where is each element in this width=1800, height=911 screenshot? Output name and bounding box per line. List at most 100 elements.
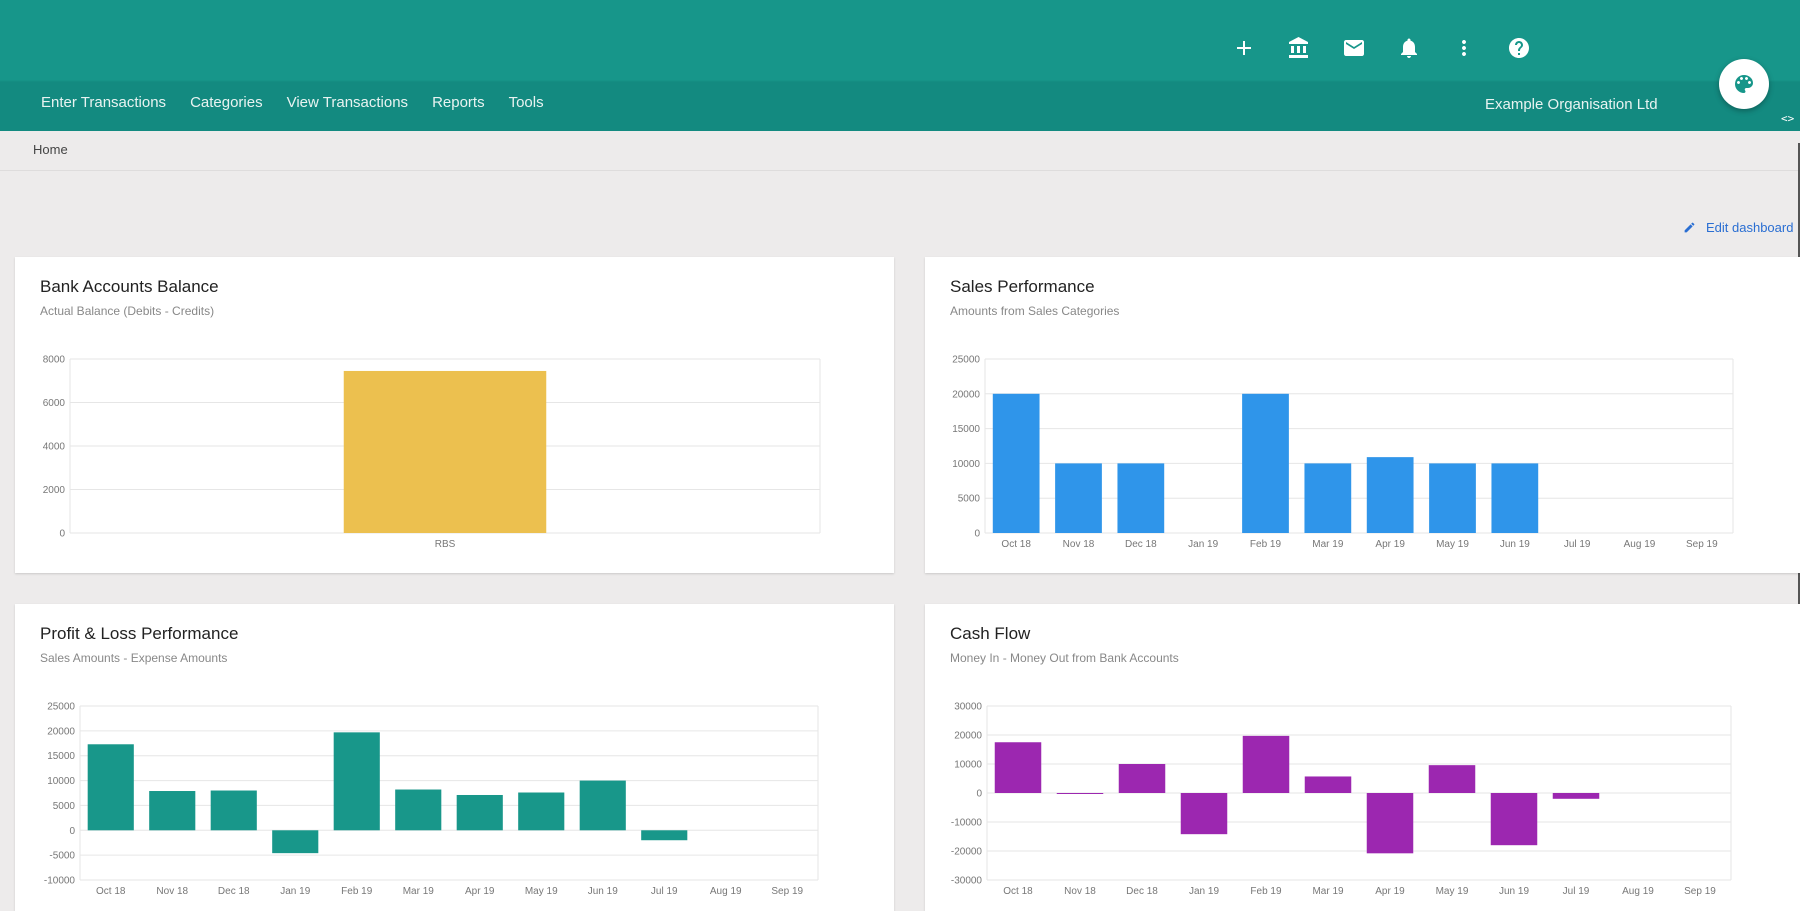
y-tick-label: 15000 <box>952 424 980 435</box>
x-tick-label: Sep 19 <box>1684 886 1716 897</box>
bar <box>1055 463 1102 533</box>
nav-reports[interactable]: Reports <box>432 94 485 111</box>
breadcrumb-home[interactable]: Home <box>33 142 68 157</box>
bar <box>1180 793 1228 835</box>
bar <box>210 790 257 831</box>
pencil-icon <box>1684 222 1695 233</box>
bar <box>1428 765 1476 793</box>
theme-palette-button[interactable] <box>1719 59 1769 109</box>
y-tick-label: 6000 <box>43 398 66 409</box>
x-tick-label: Jan 19 <box>280 886 310 897</box>
x-tick-label: Jul 19 <box>1563 886 1590 897</box>
bar <box>1242 735 1290 793</box>
x-tick-label: Mar 19 <box>1312 539 1344 550</box>
bar <box>456 794 503 831</box>
sales-performance-card: Sales Performance Amounts from Sales Cat… <box>925 257 1800 573</box>
bar <box>272 830 319 854</box>
profit-loss-card: Profit & Loss Performance Sales Amounts … <box>15 604 894 911</box>
x-tick-label: RBS <box>435 539 456 550</box>
y-tick-label: 15000 <box>47 751 75 762</box>
mail-button[interactable] <box>1326 33 1381 63</box>
nav-view-transactions[interactable]: View Transactions <box>286 94 409 111</box>
bar <box>1304 463 1352 533</box>
y-tick-label: 0 <box>59 529 65 540</box>
y-tick-label: 0 <box>69 826 75 837</box>
bank-button[interactable] <box>1271 33 1326 63</box>
bar <box>641 830 688 841</box>
bank-balance-chart: 0 2000 4000 6000 8000 RBS <box>43 355 821 550</box>
y-tick-label: -20000 <box>951 847 983 858</box>
x-tick-label: Aug 19 <box>1622 886 1654 897</box>
notifications-button[interactable] <box>1381 33 1436 63</box>
edit-dashboard-link[interactable]: Edit dashboard <box>1683 220 1793 235</box>
y-tick-label: 30000 <box>954 702 982 713</box>
bar <box>992 393 1040 533</box>
x-tick-label: Aug 19 <box>710 886 742 897</box>
card-subtitle: Sales Amounts - Expense Amounts <box>40 651 228 665</box>
x-tick-label: Nov 18 <box>156 886 188 897</box>
x-tick-label: Dec 18 <box>1126 886 1158 897</box>
x-tick-label: Sep 19 <box>1686 539 1718 550</box>
sales-performance-chart: 0 5000 10000 15000 20000 25000 Oct 18 Nov 18 Dec… <box>952 355 1734 550</box>
main-nav: Enter Transactions Categories View Trans… <box>29 94 556 111</box>
nav-enter-transactions[interactable]: Enter Transactions <box>41 94 167 111</box>
bar <box>1491 463 1539 533</box>
code-toggle[interactable]: <> <box>1781 112 1795 125</box>
x-tick-label: Dec 18 <box>218 886 250 897</box>
bar <box>333 732 380 831</box>
y-tick-label: 25000 <box>952 355 980 366</box>
x-tick-label: Apr 19 <box>1375 539 1405 550</box>
x-tick-label: May 19 <box>1436 539 1469 550</box>
bar <box>994 742 1042 793</box>
y-tick-label: -30000 <box>951 876 983 887</box>
add-button[interactable] <box>1216 33 1271 63</box>
bar <box>395 789 442 831</box>
bar <box>87 744 134 831</box>
y-tick-label: 20000 <box>952 389 980 400</box>
x-tick-label: Apr 19 <box>465 886 495 897</box>
x-tick-label: Apr 19 <box>1375 886 1405 897</box>
x-tick-label: Jan 19 <box>1188 539 1218 550</box>
x-tick-label: Jun 19 <box>1499 886 1529 897</box>
card-title: Sales Performance <box>950 277 1095 296</box>
bar <box>1552 793 1600 799</box>
palette-icon <box>1735 75 1753 93</box>
y-tick-label: 0 <box>976 789 982 800</box>
more-vert-icon <box>1461 40 1466 56</box>
y-tick-label: 0 <box>974 529 980 540</box>
cash-flow-chart: -30000 -20000 -10000 0 10000 20000 30000 Oct 18… <box>951 702 1732 897</box>
bar <box>1117 463 1165 533</box>
card-subtitle: Money In - Money Out from Bank Accounts <box>950 651 1179 665</box>
nav-categories[interactable]: Categories <box>190 94 263 111</box>
more-options-button[interactable] <box>1436 33 1491 63</box>
y-tick-label: 10000 <box>952 459 980 470</box>
x-tick-label: Feb 19 <box>341 886 373 897</box>
x-tick-label: May 19 <box>1436 886 1469 897</box>
x-tick-label: Jul 19 <box>1564 539 1591 550</box>
x-tick-label: Nov 18 <box>1064 886 1096 897</box>
x-tick-label: Oct 18 <box>1001 539 1031 550</box>
x-tick-label: May 19 <box>525 886 558 897</box>
x-tick-label: Oct 18 <box>1003 886 1033 897</box>
help-button[interactable] <box>1491 33 1546 63</box>
bar <box>1429 463 1476 533</box>
bar <box>579 780 626 831</box>
x-tick-label: Nov 18 <box>1063 539 1095 550</box>
x-tick-label: Oct 18 <box>96 886 126 897</box>
x-tick-label: Dec 18 <box>1125 539 1157 550</box>
nav-tools[interactable]: Tools <box>508 94 544 111</box>
y-tick-label: 4000 <box>43 442 66 453</box>
x-tick-label: Feb 19 <box>1250 539 1282 550</box>
card-subtitle: Actual Balance (Debits - Credits) <box>40 304 215 318</box>
bar <box>1490 793 1538 846</box>
x-tick-label: Sep 19 <box>771 886 803 897</box>
card-title: Bank Accounts Balance <box>40 277 219 296</box>
x-tick-label: Jun 19 <box>588 886 618 897</box>
x-tick-label: Jun 19 <box>1500 539 1530 550</box>
card-title: Cash Flow <box>950 624 1031 643</box>
bar <box>1366 457 1414 533</box>
x-tick-label: Feb 19 <box>1250 886 1282 897</box>
bell-icon <box>1400 38 1417 58</box>
organisation-name[interactable]: Example Organisation Ltd <box>1485 96 1658 113</box>
bar <box>1366 793 1414 854</box>
